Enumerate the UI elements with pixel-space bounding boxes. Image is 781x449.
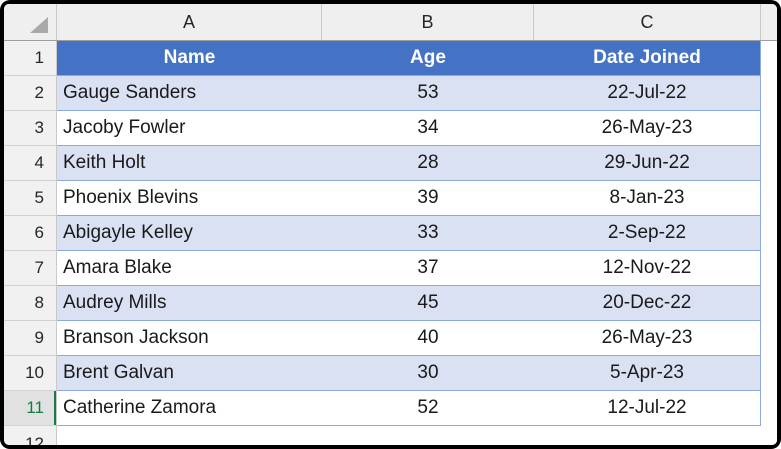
table-row: 5 Phoenix Blevins 39 8-Jan-23	[4, 181, 777, 216]
empty-cell[interactable]	[761, 216, 777, 251]
table-row: 6 Abigayle Kelley 33 2-Sep-22	[4, 216, 777, 251]
age-cell[interactable]: 53	[322, 76, 534, 111]
row-header-12-partial[interactable]: 12	[4, 426, 57, 445]
name-cell[interactable]: Branson Jackson	[57, 321, 322, 356]
name-cell[interactable]: Gauge Sanders	[57, 76, 322, 111]
table-row-partial: 12	[4, 426, 777, 445]
empty-cell[interactable]	[761, 76, 777, 111]
name-cell[interactable]: Amara Blake	[57, 251, 322, 286]
age-cell[interactable]: 28	[322, 146, 534, 181]
table-row: 4 Keith Holt 28 29-Jun-22	[4, 146, 777, 181]
empty-cell[interactable]	[761, 111, 777, 146]
header-cell-age[interactable]: Age	[322, 41, 534, 76]
empty-cell[interactable]	[761, 181, 777, 216]
row-header-3[interactable]: 3	[4, 111, 57, 146]
empty-cell[interactable]	[761, 146, 777, 181]
date-cell[interactable]: 12-Jul-22	[534, 391, 761, 426]
empty-cell[interactable]	[322, 426, 534, 445]
row-header-9[interactable]: 9	[4, 321, 57, 356]
row-header-1[interactable]: 1	[4, 41, 57, 76]
date-cell[interactable]: 5-Apr-23	[534, 356, 761, 391]
date-cell[interactable]: 29-Jun-22	[534, 146, 761, 181]
age-cell[interactable]: 34	[322, 111, 534, 146]
name-cell[interactable]: Jacoby Fowler	[57, 111, 322, 146]
header-cell-name[interactable]: Name	[57, 41, 322, 76]
table-header-row: 1 Name Age Date Joined	[4, 41, 777, 76]
date-cell[interactable]: 26-May-23	[534, 321, 761, 356]
empty-cell[interactable]	[761, 251, 777, 286]
empty-cell[interactable]	[761, 41, 777, 76]
name-cell[interactable]: Abigayle Kelley	[57, 216, 322, 251]
column-header-d-partial[interactable]	[761, 4, 777, 40]
select-all-button[interactable]	[4, 4, 57, 40]
header-cell-date-joined[interactable]: Date Joined	[534, 41, 761, 76]
table-row: 3 Jacoby Fowler 34 26-May-23	[4, 111, 777, 146]
name-cell-selected[interactable]: Catherine Zamora	[57, 391, 322, 426]
empty-cell[interactable]	[761, 356, 777, 391]
column-header-strip: A B C	[4, 4, 777, 41]
table-row: 8 Audrey Mills 45 20-Dec-22	[4, 286, 777, 321]
row-header-4[interactable]: 4	[4, 146, 57, 181]
select-all-triangle-icon	[30, 17, 48, 33]
row-header-6[interactable]: 6	[4, 216, 57, 251]
table-row: 2 Gauge Sanders 53 22-Jul-22	[4, 76, 777, 111]
column-header-a[interactable]: A	[57, 4, 322, 40]
worksheet-grid: A B C 1 Name Age Date Joined 2 Gauge San…	[4, 4, 777, 445]
column-header-b[interactable]: B	[322, 4, 534, 40]
age-cell[interactable]: 37	[322, 251, 534, 286]
empty-cell[interactable]	[534, 426, 761, 445]
column-header-c[interactable]: C	[534, 4, 761, 40]
age-cell[interactable]: 40	[322, 321, 534, 356]
row-header-2[interactable]: 2	[4, 76, 57, 111]
age-cell[interactable]: 39	[322, 181, 534, 216]
row-header-5[interactable]: 5	[4, 181, 57, 216]
empty-cell[interactable]	[57, 426, 322, 445]
row-header-8[interactable]: 8	[4, 286, 57, 321]
empty-cell[interactable]	[761, 286, 777, 321]
table-row: 7 Amara Blake 37 12-Nov-22	[4, 251, 777, 286]
date-cell[interactable]: 8-Jan-23	[534, 181, 761, 216]
age-cell[interactable]: 45	[322, 286, 534, 321]
empty-cell[interactable]	[761, 391, 777, 426]
empty-cell[interactable]	[761, 321, 777, 356]
row-header-10[interactable]: 10	[4, 356, 57, 391]
date-cell[interactable]: 2-Sep-22	[534, 216, 761, 251]
table-row-active: 11 Catherine Zamora 52 12-Jul-22	[4, 391, 777, 426]
age-cell[interactable]: 30	[322, 356, 534, 391]
name-cell[interactable]: Keith Holt	[57, 146, 322, 181]
age-cell[interactable]: 52	[322, 391, 534, 426]
date-cell[interactable]: 12-Nov-22	[534, 251, 761, 286]
table-row: 10 Brent Galvan 30 5-Apr-23	[4, 356, 777, 391]
name-cell[interactable]: Phoenix Blevins	[57, 181, 322, 216]
date-cell[interactable]: 26-May-23	[534, 111, 761, 146]
row-header-7[interactable]: 7	[4, 251, 57, 286]
name-cell[interactable]: Brent Galvan	[57, 356, 322, 391]
name-cell[interactable]: Audrey Mills	[57, 286, 322, 321]
date-cell[interactable]: 20-Dec-22	[534, 286, 761, 321]
row-header-11-active[interactable]: 11	[4, 391, 57, 426]
table-row: 9 Branson Jackson 40 26-May-23	[4, 321, 777, 356]
empty-cell[interactable]	[761, 426, 777, 445]
age-cell[interactable]: 33	[322, 216, 534, 251]
date-cell[interactable]: 22-Jul-22	[534, 76, 761, 111]
